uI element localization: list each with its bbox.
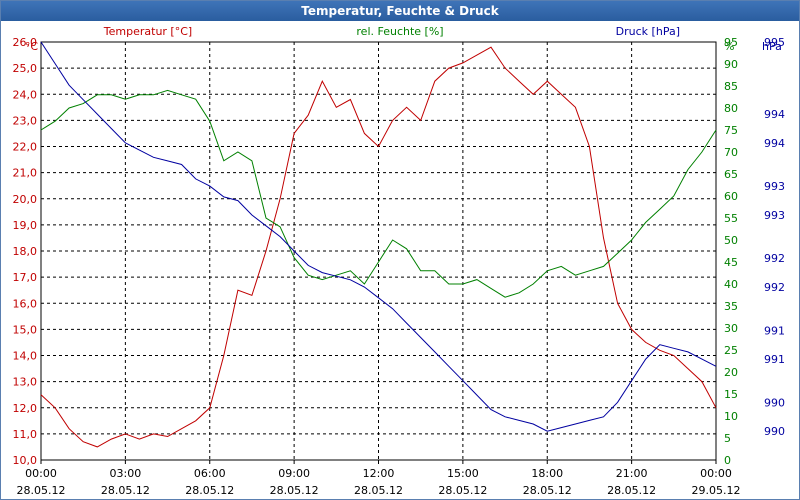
temperature-tick-label: 17,0 [13,271,38,284]
x-tick-time: 00:00 [25,467,57,480]
window-title: Temperatur, Feuchte & Druck [1,1,799,21]
humidity-tick-label: 80 [724,102,738,115]
pressure-tick-label: 994 [764,108,785,121]
humidity-tick-label: 10 [724,410,738,423]
series-label-pressure: Druck [hPa] [616,25,680,38]
humidity-tick-label: 90 [724,58,738,71]
x-tick-time: 18:00 [531,467,563,480]
humidity-tick-label: 55 [724,212,738,225]
x-tick-date: 28.05.12 [101,484,150,497]
humidity-tick-label: 50 [724,234,738,247]
temperature-tick-label: 15,0 [13,323,38,336]
series-label-humidity: rel. Feuchte [%] [356,25,443,38]
humidity-tick-label: 60 [724,190,738,203]
x-tick-time: 03:00 [110,467,142,480]
humidity-tick-label: 45 [724,256,738,269]
pressure-tick-label: 994 [764,137,785,150]
x-tick-time: 00:00 [700,467,732,480]
pressure-tick-label: 993 [764,209,785,222]
humidity-tick-label: 70 [724,146,738,159]
temperature-tick-label: 24,0 [13,88,38,101]
series-line-humidity [40,89,717,298]
temperature-tick-label: 13,0 [13,376,38,389]
pressure-tick-label: 991 [764,353,785,366]
x-tick-date: 28.05.12 [17,484,66,497]
pressure-tick-label: 992 [764,252,785,265]
humidity-tick-label: 30 [724,322,738,335]
x-tick-date: 28.05.12 [270,484,319,497]
series-label-temperature: Temperatur [°C] [103,25,192,38]
humidity-unit: % [724,40,734,53]
x-tick-time: 12:00 [363,467,395,480]
temperature-tick-label: 19,0 [13,219,38,232]
temperature-tick-label: 14,0 [13,350,38,363]
humidity-tick-label: 25 [724,344,738,357]
temperature-tick-label: 18,0 [13,245,38,258]
pressure-tick-label: 991 [764,324,785,337]
pressure-unit: hPa [762,40,782,53]
temperature-tick-label: 26,0 [13,36,38,49]
temperature-tick-label: 12,0 [13,402,38,415]
humidity-tick-label: 0 [724,454,731,467]
pressure-tick-label: 993 [764,180,785,193]
temperature-tick-label: 10,0 [13,454,38,467]
pressure-tick-label: 992 [764,281,785,294]
temperature-tick-label: 22,0 [13,141,38,154]
pressure-tick-label: 990 [764,425,785,438]
temperature-tick-label: 16,0 [13,297,38,310]
temperature-tick-label: 21,0 [13,167,38,180]
temperature-unit: °C [25,40,39,53]
pressure-tick-label: 990 [764,396,785,409]
x-tick-date: 28.05.12 [607,484,656,497]
x-tick-time: 09:00 [278,467,310,480]
x-tick-time: 15:00 [447,467,479,480]
temperature-tick-label: 20,0 [13,193,38,206]
x-tick-date: 28.05.12 [185,484,234,497]
humidity-tick-label: 95 [724,36,738,49]
humidity-tick-label: 20 [724,366,738,379]
series-line-pressure [40,41,717,432]
humidity-tick-label: 40 [724,278,738,291]
temperature-tick-label: 25,0 [13,62,38,75]
x-tick-date: 28.05.12 [438,484,487,497]
humidity-tick-label: 15 [724,388,738,401]
x-tick-date: 29.05.12 [692,484,741,497]
humidity-tick-label: 85 [724,80,738,93]
humidity-tick-label: 5 [724,432,731,445]
temperature-tick-label: 11,0 [13,428,38,441]
x-tick-time: 21:00 [616,467,648,480]
x-tick-date: 28.05.12 [523,484,572,497]
temperature-tick-label: 23,0 [13,114,38,127]
series-line-temperature [40,46,717,448]
humidity-tick-label: 35 [724,300,738,313]
pressure-tick-label: 995 [764,36,785,49]
humidity-tick-label: 75 [724,124,738,137]
x-tick-date: 28.05.12 [354,484,403,497]
humidity-tick-label: 65 [724,168,738,181]
x-tick-time: 06:00 [194,467,226,480]
